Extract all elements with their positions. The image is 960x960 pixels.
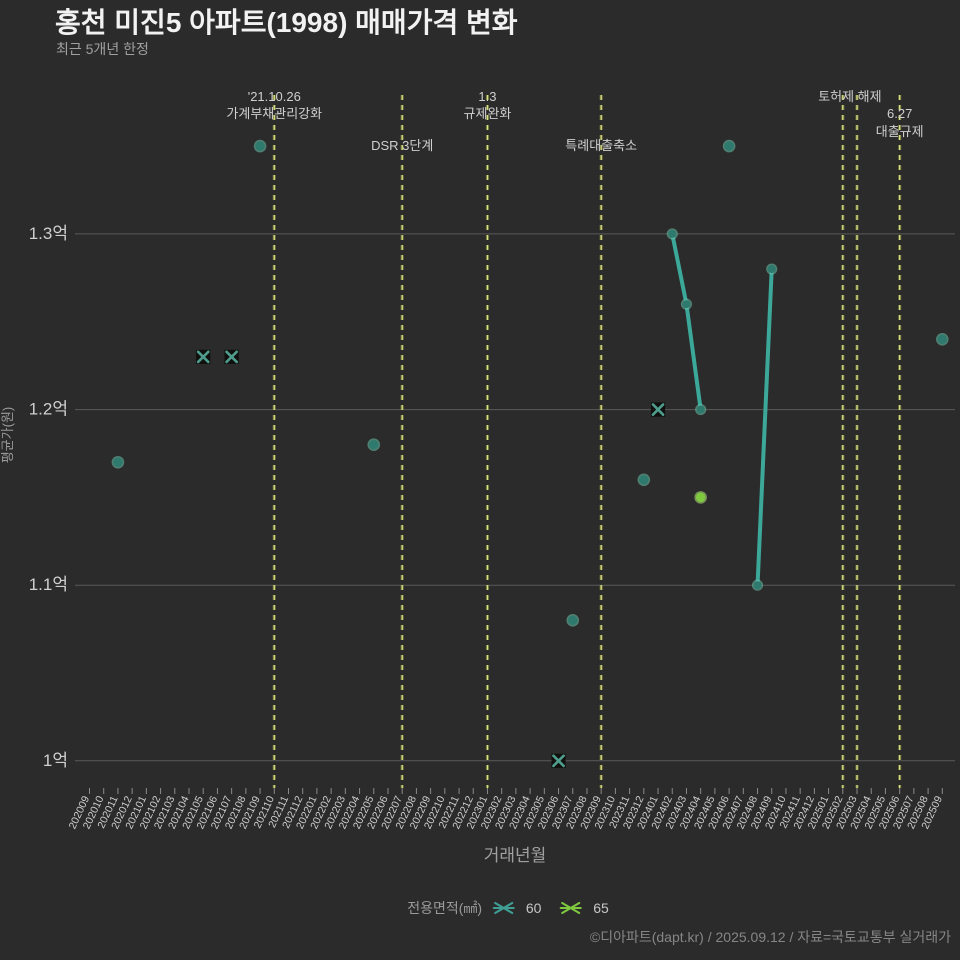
svg-text:대출규제: 대출규제 — [876, 124, 924, 139]
svg-text:특례대출축소: 특례대출축소 — [565, 138, 637, 153]
svg-text:평균가(원): 평균가(원) — [0, 407, 15, 464]
svg-text:1.3억: 1.3억 — [29, 224, 68, 243]
svg-text:1.2억: 1.2억 — [29, 400, 68, 419]
svg-text:토허제 해제: 토허제 해제 — [818, 89, 881, 104]
svg-text:가계부채관리강화: 가계부채관리강화 — [226, 106, 322, 121]
svg-text:1.3: 1.3 — [478, 89, 496, 104]
svg-text:규제완화: 규제완화 — [464, 106, 512, 121]
svg-text:1억: 1억 — [43, 751, 68, 770]
svg-text:1.1억: 1.1억 — [29, 575, 68, 594]
svg-text:'21.10.26: '21.10.26 — [248, 89, 301, 104]
svg-text:6.27: 6.27 — [887, 106, 912, 121]
svg-text:DSR 3단계: DSR 3단계 — [371, 138, 433, 153]
